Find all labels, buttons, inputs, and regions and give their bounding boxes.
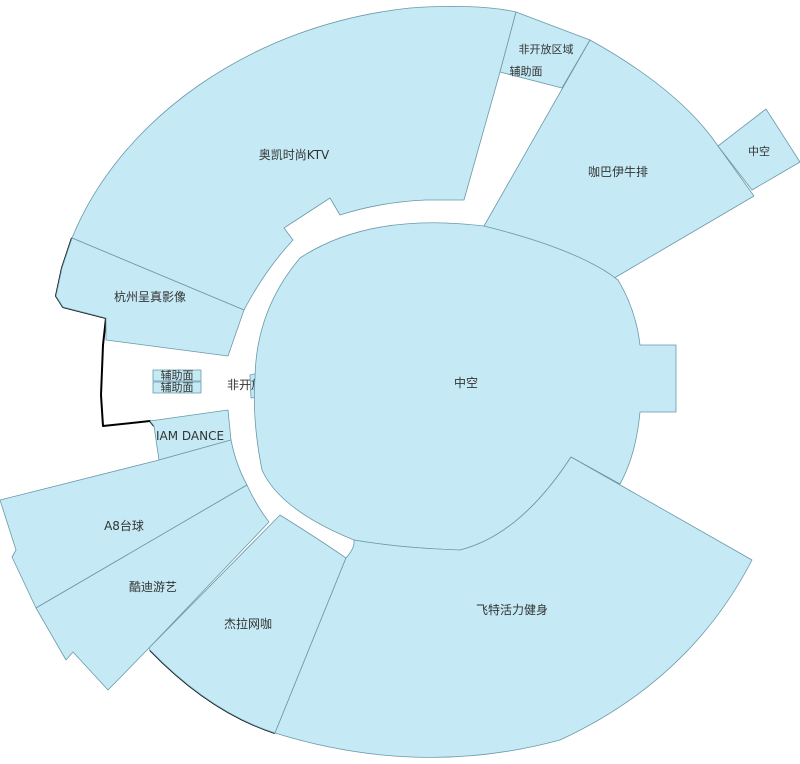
room-label: 杰拉网咖	[224, 616, 272, 631]
room-label: A8台球	[104, 518, 144, 533]
room-label: IAM DANCE	[156, 429, 224, 443]
aux-area-top-label: 辅助面	[510, 64, 543, 78]
room-label: 中空	[454, 375, 478, 390]
room-hangzhou-photo[interactable]: 杭州呈真影像	[55, 237, 245, 357]
room-atrium-small[interactable]: 中空	[717, 108, 800, 191]
room-label: 非开放区域	[519, 42, 574, 56]
room-nonopen-top[interactable]: 非开放区域	[499, 11, 591, 89]
room-label: 辅助面	[161, 380, 194, 394]
room-a8-billiards[interactable]: A8台球	[0, 439, 248, 609]
room-label: 飞特活力健身	[476, 602, 548, 617]
room-label: 酷迪游艺	[129, 580, 177, 594]
aux-area-left-1[interactable]: 辅助面	[152, 368, 202, 382]
room-kudi-games[interactable]: 酷迪游艺	[35, 484, 270, 691]
room-aokai-ktv[interactable]: 奥凯时尚KTV	[71, 5, 517, 311]
room-label: 中空	[748, 144, 770, 158]
room-feite-fitness[interactable]: 飞特活力健身	[274, 456, 753, 758]
room-label: 辅助面	[161, 368, 194, 382]
room-label: 奥凯时尚KTV	[259, 148, 330, 162]
room-label: 咖巴伊牛排	[588, 164, 648, 179]
aux-area-left-2[interactable]: 辅助面	[152, 380, 202, 394]
room-label: 杭州呈真影像	[114, 289, 186, 304]
